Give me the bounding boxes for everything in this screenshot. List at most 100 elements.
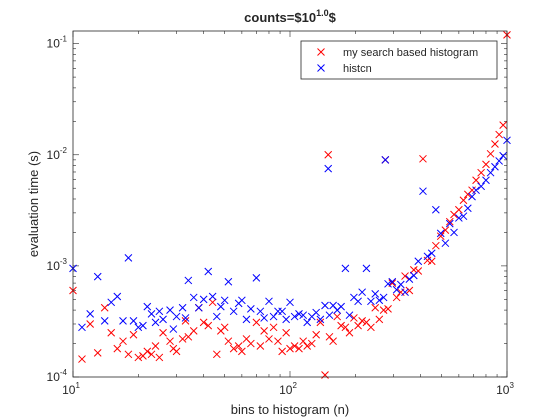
data-point (419, 187, 427, 196)
data-point (172, 347, 181, 356)
data-point (278, 307, 286, 316)
data-point (119, 317, 127, 325)
data-point (350, 314, 358, 322)
data-point (212, 312, 221, 321)
data-point (260, 314, 268, 322)
data-point (242, 315, 251, 324)
data-point (151, 342, 160, 350)
data-point (172, 312, 181, 321)
data-point (290, 312, 299, 321)
data-point (419, 154, 427, 163)
data-point (147, 350, 156, 359)
data-point (86, 310, 95, 318)
data-point (381, 156, 390, 164)
data-point (282, 315, 291, 324)
data-point (477, 182, 485, 191)
data-point (224, 337, 233, 346)
data-point (256, 342, 265, 350)
series-1-points (69, 136, 511, 333)
data-point (345, 328, 354, 337)
data-point (147, 310, 156, 318)
data-point (371, 290, 380, 298)
data-point (204, 321, 213, 330)
data-point (181, 314, 190, 322)
data-point (472, 176, 480, 185)
data-point (472, 186, 480, 195)
data-point (468, 192, 476, 201)
data-point (208, 298, 217, 307)
data-point (212, 350, 221, 359)
data-point (166, 337, 174, 346)
data-point (189, 293, 198, 302)
data-points (69, 31, 511, 379)
data-point (155, 307, 164, 316)
data-point (295, 344, 303, 353)
data-point (199, 318, 208, 327)
legend-box (300, 40, 498, 80)
data-point (224, 277, 233, 286)
data-point (486, 168, 495, 177)
data-point (324, 150, 333, 159)
data-point (375, 296, 384, 305)
data-point (299, 311, 308, 320)
data-point (409, 266, 418, 274)
data-point (307, 339, 316, 348)
data-point (401, 272, 409, 280)
legend-label-my-search-based-histogram: my search based histogram (343, 47, 478, 59)
data-point (246, 339, 255, 348)
data-point (129, 330, 138, 339)
data-point (367, 297, 375, 306)
data-point (459, 196, 468, 205)
data-point (113, 292, 122, 301)
data-point (159, 315, 167, 324)
data-point (86, 320, 95, 328)
data-point (159, 328, 167, 337)
plot-area (73, 31, 507, 377)
data-point (482, 176, 490, 185)
data-point (337, 302, 345, 311)
data-point (295, 310, 303, 318)
data-point (409, 271, 418, 280)
data-point (401, 288, 409, 297)
data-point (107, 328, 116, 337)
data-point (278, 347, 286, 356)
data-point (134, 353, 143, 362)
data-point (256, 307, 265, 316)
data-point (371, 303, 380, 312)
data-point (367, 323, 375, 332)
data-point (436, 232, 445, 241)
data-point (184, 276, 193, 285)
data-point (491, 140, 499, 148)
data-point (358, 288, 366, 297)
data-point (151, 318, 160, 327)
data-point (252, 318, 261, 327)
x-tick-label: 102 (279, 381, 297, 397)
legend-x-marker (317, 64, 325, 72)
data-point (312, 308, 321, 317)
data-point (178, 335, 187, 343)
chart-title-end: $ (329, 10, 337, 25)
y-tick-label: 10-3 (47, 257, 68, 273)
data-point (93, 348, 102, 357)
data-point (113, 344, 122, 353)
data-point (384, 279, 392, 288)
y-axis-ticks: 10-4 10-3 10-2 10-1 (47, 35, 507, 384)
data-point (119, 337, 127, 346)
series-0-points (69, 31, 511, 379)
data-point (199, 295, 208, 304)
data-point (78, 323, 86, 332)
data-point (431, 205, 440, 214)
data-point (78, 355, 86, 363)
data-point (229, 307, 238, 316)
data-point (181, 317, 190, 325)
data-point (204, 267, 213, 276)
data-point (166, 306, 174, 314)
data-point (445, 219, 454, 228)
data-point (246, 305, 255, 313)
data-point (396, 280, 405, 289)
data-point (252, 274, 261, 282)
data-point (436, 229, 445, 238)
data-point (139, 321, 147, 330)
data-point (100, 303, 109, 312)
data-point (427, 257, 436, 266)
